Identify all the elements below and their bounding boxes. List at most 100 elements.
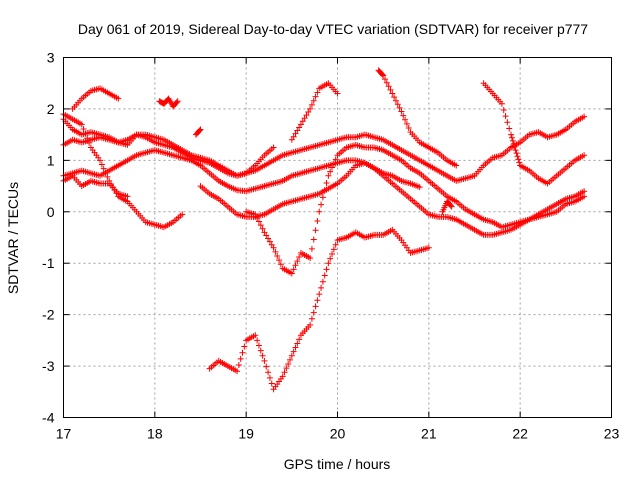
data-point <box>86 139 93 146</box>
data-point <box>263 232 270 239</box>
data-point <box>97 157 104 164</box>
data-point <box>502 113 509 120</box>
data-point <box>288 270 295 277</box>
data-point <box>380 72 387 79</box>
data-point <box>319 194 326 201</box>
data-point <box>310 236 317 243</box>
y-tick-label: 3 <box>47 50 55 66</box>
data-point <box>515 156 522 163</box>
x-tick-label: 23 <box>604 426 620 442</box>
data-point <box>325 260 332 267</box>
data-point <box>82 130 89 137</box>
data-point <box>102 169 109 176</box>
data-point <box>581 113 588 120</box>
data-point <box>254 337 261 344</box>
data-point <box>516 159 523 166</box>
data-point <box>257 222 264 229</box>
data-point <box>400 112 407 119</box>
y-tick-label: 0 <box>47 204 55 220</box>
series-trace-10 <box>243 141 588 277</box>
data-point <box>294 340 301 347</box>
data-point <box>389 90 396 97</box>
data-point <box>296 124 303 131</box>
data-point <box>80 125 87 132</box>
data-point <box>512 147 519 154</box>
data-point <box>394 101 401 108</box>
data-point <box>513 150 520 157</box>
y-axis-label: SDTVAR / TECUs <box>5 182 21 294</box>
data-point <box>272 248 279 255</box>
data-point <box>234 368 241 375</box>
data-point <box>447 202 454 209</box>
series-trace-13 <box>375 67 460 169</box>
data-point <box>314 218 321 225</box>
data-point <box>252 332 259 339</box>
data-point <box>174 98 181 105</box>
data-point <box>509 137 516 144</box>
data-point <box>321 272 328 279</box>
data-point <box>285 361 292 368</box>
data-point <box>292 344 299 351</box>
data-point <box>307 255 314 262</box>
y-tick-label: 1 <box>47 152 55 168</box>
data-point <box>281 369 288 376</box>
data-point <box>327 255 334 262</box>
data-point <box>398 108 405 115</box>
data-point <box>319 278 326 285</box>
data-point <box>391 94 398 101</box>
x-tick-label: 17 <box>56 426 72 442</box>
y-tick-label: -4 <box>42 410 55 426</box>
data-point <box>235 362 242 369</box>
data-point <box>498 100 505 107</box>
data-point <box>448 203 455 210</box>
data-point <box>314 89 321 96</box>
data-point <box>270 244 277 251</box>
data-point <box>308 315 315 322</box>
data-point <box>265 235 272 242</box>
data-point <box>104 173 111 180</box>
data-point <box>257 347 264 354</box>
data-point <box>305 109 312 116</box>
series-trace-6 <box>69 85 122 112</box>
data-points <box>60 67 588 393</box>
data-point <box>179 211 186 218</box>
data-point <box>312 93 319 100</box>
series-trace-15 <box>480 80 588 187</box>
data-point <box>288 136 295 143</box>
data-point <box>296 254 303 261</box>
data-point <box>100 165 107 172</box>
x-tick-label: 20 <box>330 426 346 442</box>
data-point <box>266 374 273 381</box>
data-point <box>241 343 248 350</box>
data-point <box>283 365 290 372</box>
data-point <box>294 258 301 265</box>
data-point <box>294 127 301 134</box>
data-point <box>318 201 325 208</box>
data-point <box>239 349 246 356</box>
data-point <box>277 261 284 268</box>
data-point <box>115 95 122 102</box>
data-point <box>312 303 319 310</box>
data-point <box>581 188 588 195</box>
data-point <box>514 153 521 160</box>
grid <box>63 57 612 418</box>
data-point <box>279 373 286 380</box>
data-point <box>581 193 588 200</box>
data-point <box>332 156 339 163</box>
data-point <box>504 119 511 126</box>
data-point <box>261 229 268 236</box>
series-trace-14 <box>439 198 455 215</box>
data-point <box>383 79 390 86</box>
data-point <box>270 144 277 151</box>
data-point <box>385 83 392 90</box>
data-point <box>255 218 262 225</box>
data-point <box>173 99 180 106</box>
data-point <box>314 297 321 304</box>
data-point <box>287 356 294 363</box>
data-point <box>265 369 272 376</box>
data-point <box>318 284 325 291</box>
data-point <box>453 162 460 169</box>
data-point <box>327 168 334 175</box>
